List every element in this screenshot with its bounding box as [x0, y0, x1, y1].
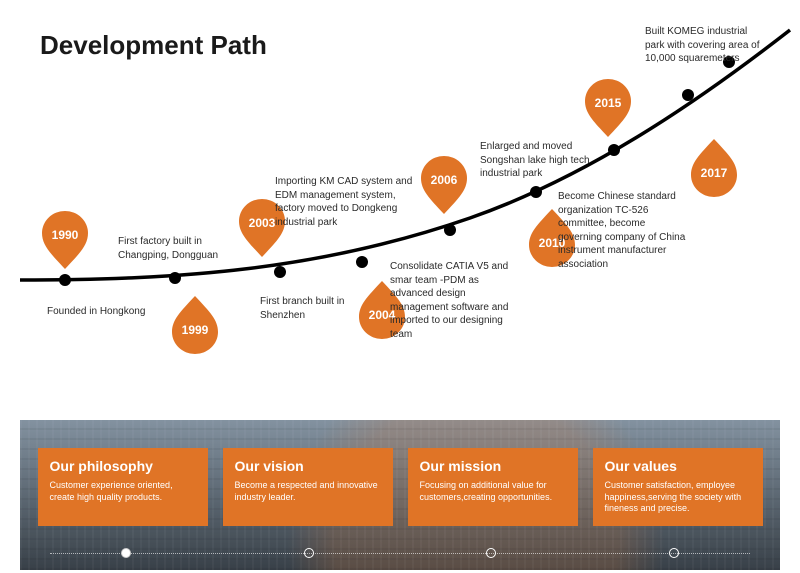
year-label: 2015 — [595, 96, 622, 110]
timeline-description: Importing KM CAD system and EDM manageme… — [275, 175, 415, 229]
timeline-description: Consolidate CATIA V5 and smar team -PDM … — [390, 260, 520, 341]
card-title: Our vision — [235, 458, 381, 474]
nav-dot[interactable] — [669, 548, 679, 558]
nav-dots-row — [20, 548, 780, 558]
timeline-dot — [356, 256, 368, 268]
timeline-section: Development Path 19901999200320042006201… — [0, 0, 800, 400]
year-marker-2015: 2015 — [585, 79, 631, 137]
year-marker-1990: 1990 — [42, 211, 88, 269]
card-title: Our values — [605, 458, 751, 474]
timeline-description: First factory built in Changping, Donggu… — [118, 235, 228, 262]
year-label: 1999 — [182, 323, 209, 337]
year-label: 2006 — [431, 173, 458, 187]
nav-dot[interactable] — [486, 548, 496, 558]
cards-row: Our philosophy Customer experience orient… — [20, 448, 780, 526]
banner-card: Our mission Focusing on additional value … — [408, 448, 578, 526]
banner-card: Our values Customer satisfaction, employe… — [593, 448, 763, 526]
timeline-dot — [530, 186, 542, 198]
year-marker-1999: 1999 — [172, 296, 218, 354]
nav-dot[interactable] — [304, 548, 314, 558]
banner-card: Our vision Become a respected and innovat… — [223, 448, 393, 526]
card-body: Become a respected and innovative indust… — [235, 480, 381, 503]
year-marker-2017: 2017 — [691, 139, 737, 197]
year-label: 2003 — [249, 216, 276, 230]
card-body: Focusing on additional value for custome… — [420, 480, 566, 503]
timeline-description: Become Chinese standard organization TC-… — [558, 190, 688, 271]
year-label: 1990 — [52, 228, 79, 242]
card-body: Customer satisfaction, employee happines… — [605, 480, 751, 515]
timeline-description: Enlarged and moved Songshan lake high te… — [480, 140, 600, 181]
card-title: Our philosophy — [50, 458, 196, 474]
card-title: Our mission — [420, 458, 566, 474]
timeline-dot — [169, 272, 181, 284]
timeline-dot — [274, 266, 286, 278]
timeline-description: First branch built in Shenzhen — [260, 295, 360, 322]
timeline-dot — [59, 274, 71, 286]
timeline-dot — [682, 89, 694, 101]
timeline-description: Built KOMEG industrial park with coverin… — [645, 25, 765, 66]
year-marker-2006: 2006 — [421, 156, 467, 214]
timeline-dot — [444, 224, 456, 236]
banner-card: Our philosophy Customer experience orient… — [38, 448, 208, 526]
nav-dots-line — [50, 553, 750, 554]
banner-section: Our philosophy Customer experience orient… — [20, 420, 780, 570]
nav-dot[interactable] — [121, 548, 131, 558]
timeline-description: Founded in Hongkong — [47, 305, 147, 319]
timeline-dot — [608, 144, 620, 156]
year-label: 2017 — [701, 166, 728, 180]
card-body: Customer experience oriented, create hig… — [50, 480, 196, 503]
